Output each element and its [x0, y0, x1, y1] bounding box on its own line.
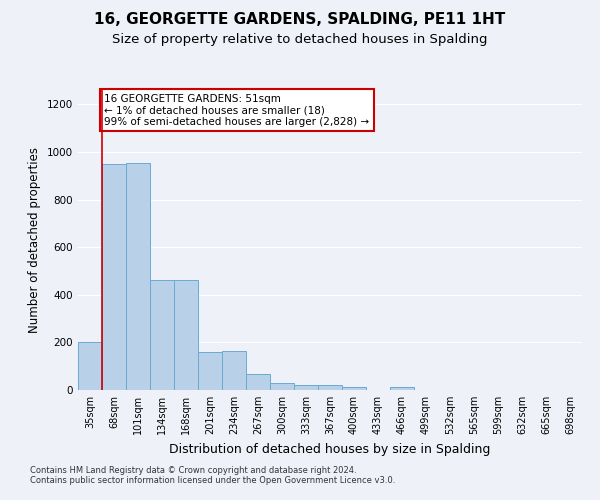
Y-axis label: Number of detached properties: Number of detached properties — [28, 147, 41, 333]
Bar — [222, 350, 246, 390]
X-axis label: Distribution of detached houses by size in Spalding: Distribution of detached houses by size … — [169, 442, 491, 456]
Bar — [78, 342, 102, 390]
Bar — [246, 374, 270, 390]
Text: 16 GEORGETTE GARDENS: 51sqm
← 1% of detached houses are smaller (18)
99% of semi: 16 GEORGETTE GARDENS: 51sqm ← 1% of deta… — [104, 94, 370, 127]
Text: 16, GEORGETTE GARDENS, SPALDING, PE11 1HT: 16, GEORGETTE GARDENS, SPALDING, PE11 1H… — [94, 12, 506, 28]
Bar — [126, 162, 150, 390]
Text: Size of property relative to detached houses in Spalding: Size of property relative to detached ho… — [112, 32, 488, 46]
Bar — [270, 384, 294, 390]
Bar — [342, 386, 366, 390]
Bar — [150, 280, 174, 390]
Text: Contains HM Land Registry data © Crown copyright and database right 2024.
Contai: Contains HM Land Registry data © Crown c… — [30, 466, 395, 485]
Bar — [198, 352, 222, 390]
Bar — [390, 386, 414, 390]
Bar — [102, 164, 126, 390]
Bar — [294, 385, 318, 390]
Bar — [174, 280, 198, 390]
Bar — [318, 385, 342, 390]
